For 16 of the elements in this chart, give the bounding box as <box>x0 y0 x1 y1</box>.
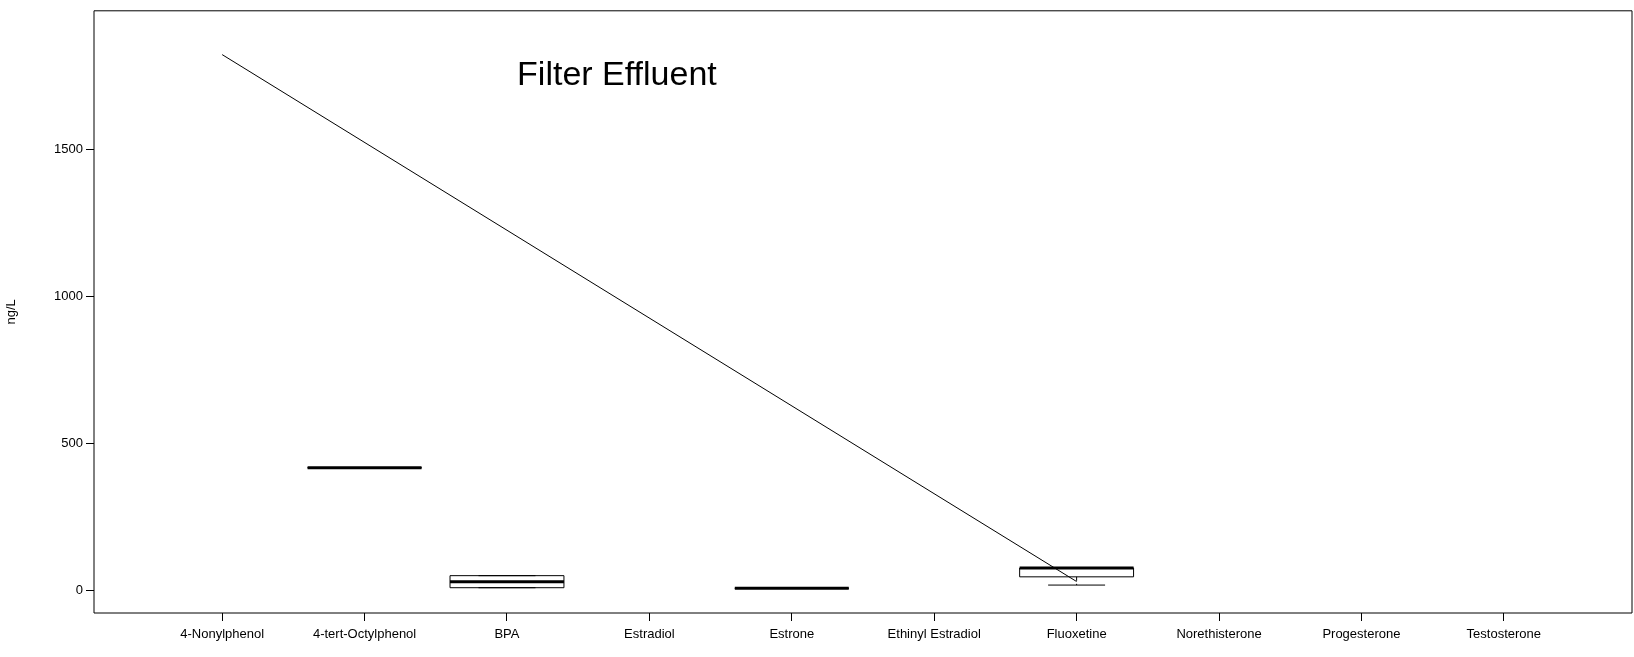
x-tick-label: 4-tert-Octylphenol <box>312 626 417 642</box>
x-tick-label: Progesterone <box>1322 626 1401 642</box>
x-tick-label: Testosterone <box>1466 626 1542 642</box>
x-tick-label: Estrone <box>769 626 815 642</box>
y-axis-title: ng/L <box>3 299 19 325</box>
x-tick-label: Ethinyl Estradiol <box>887 626 981 642</box>
x-tick-label: BPA <box>494 626 520 642</box>
y-tick-label: 500 <box>61 435 83 451</box>
y-tick-label: 1500 <box>54 141 83 157</box>
x-tick-label: Estradiol <box>624 626 675 642</box>
text: Filter Effluent <box>517 54 718 93</box>
y-tick-label: 0 <box>75 582 83 598</box>
x-tick-label: Norethisterone <box>1176 626 1262 642</box>
y-tick-label: 1000 <box>54 288 83 304</box>
x-tick-label: Fluoxetine <box>1046 626 1107 642</box>
x-tick-label: 4-Nonylphenol <box>180 626 265 642</box>
